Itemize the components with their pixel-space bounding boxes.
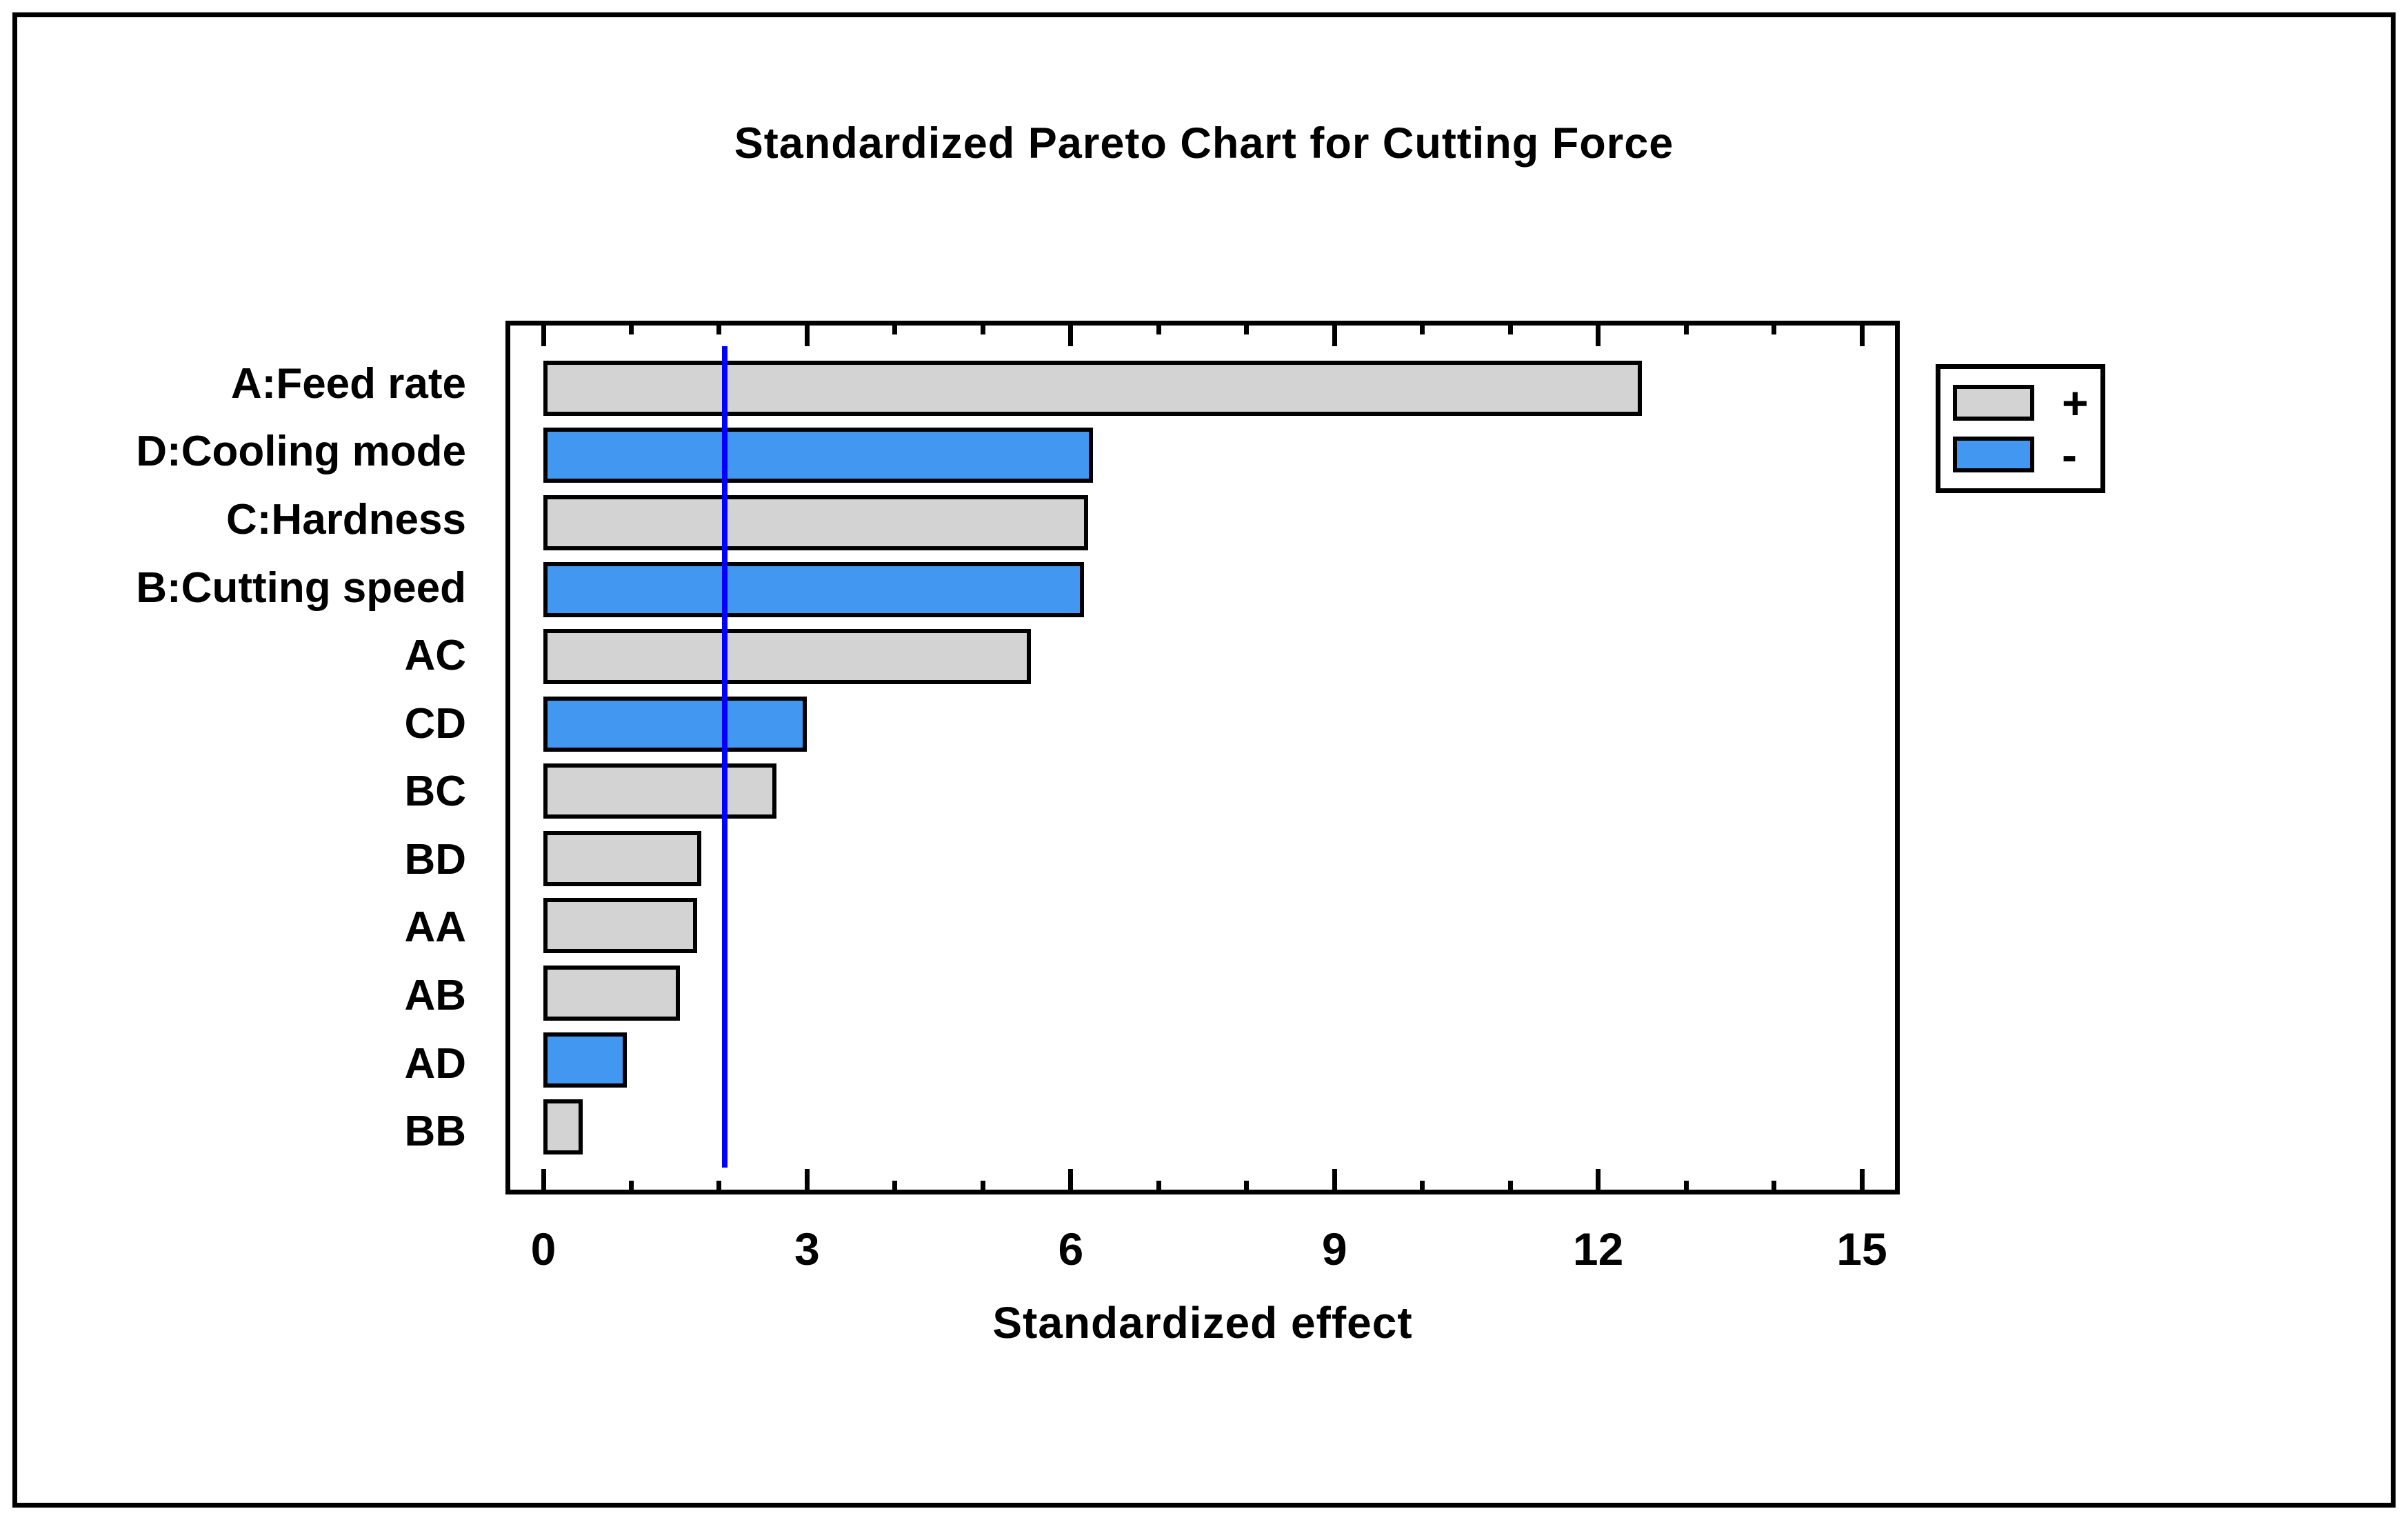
major-tick [1068,1169,1074,1190]
x-tick-label: 0 [530,1223,556,1274]
minor-tick [1420,1181,1425,1190]
x-tick-label: 3 [794,1223,820,1274]
minor-tick [1244,326,1250,334]
minor-tick [1156,1181,1161,1190]
category-label: BD [404,835,466,883]
category-label: CD [404,699,466,748]
minor-tick [1772,1181,1777,1190]
major-tick [1859,326,1865,346]
category-label: BC [404,768,466,816]
major-tick [1332,1169,1337,1190]
legend-item: + [1940,377,2100,428]
major-tick [1332,326,1337,346]
bar-row [543,758,1895,825]
plot-area [505,321,1900,1194]
plot-inner [510,326,1895,1190]
x-tick-label: 12 [1572,1223,1624,1274]
legend: + - [1936,364,2105,493]
effect-bar-d-cooling-mode [543,428,1093,483]
category-label: AD [404,1039,466,1088]
effect-bar-c-hardness [543,494,1089,550]
major-tick [804,326,810,346]
bars-layer [543,326,1895,1190]
effect-bar-a-feed-rate [543,360,1643,416]
legend-label: - [2062,429,2077,480]
minor-tick [1507,1181,1513,1190]
window-border [12,12,2396,1508]
effect-bar-bd [543,830,702,886]
effect-bar-cd [543,696,807,752]
minor-tick [628,326,634,334]
category-label: B:Cutting speed [136,563,466,612]
legend-item: - [1940,429,2100,480]
bar-row [543,556,1895,623]
x-tick-label: 9 [1321,1223,1347,1274]
bar-row [543,489,1895,556]
major-tick [1068,326,1074,346]
minor-tick [1507,326,1513,334]
minor-tick [716,1181,722,1190]
negative-swatch [1953,437,2034,472]
minor-tick [1683,326,1689,334]
effect-bar-aa [543,898,698,954]
significance-reference-line [721,346,728,1168]
bar-row [543,892,1895,959]
minor-tick [892,1181,898,1190]
minor-tick [980,1181,985,1190]
bar-row [543,1094,1895,1161]
x-tick-label: 15 [1836,1223,1887,1274]
bar-row [543,690,1895,757]
effect-bar-ad [543,1032,628,1088]
major-tick [541,1169,546,1190]
minor-tick [1156,326,1161,334]
category-label: AC [404,632,466,680]
bar-row [543,623,1895,690]
bar-row [543,1026,1895,1093]
category-label: C:Hardness [226,495,466,543]
minor-tick [1683,1181,1689,1190]
minor-tick [1420,326,1425,334]
bar-row [543,959,1895,1026]
effect-bar-bc [543,763,776,819]
legend-label: + [2062,377,2089,428]
effect-bar-ab [543,965,680,1021]
effect-bar-b-cutting-speed [543,561,1084,617]
category-label: AB [404,971,466,1019]
positive-swatch [1953,385,2034,421]
minor-tick [716,326,722,334]
category-label: D:Cooling mode [136,428,466,476]
major-tick [541,326,546,346]
minor-tick [892,326,898,334]
major-tick [1859,1169,1865,1190]
bar-row [543,825,1895,892]
major-tick [1596,326,1601,346]
minor-tick [980,326,985,334]
category-label: AA [404,903,466,952]
x-axis-tick-labels: 0 3 6 9 12 15 [510,1211,1895,1287]
category-labels-column: A:Feed rate D:Cooling mode C:Hardness B:Cut… [0,321,466,1194]
major-tick [1596,1169,1601,1190]
category-label: A:Feed rate [230,359,466,408]
minor-tick [1244,1181,1250,1190]
major-tick [804,1169,810,1190]
effect-bar-ac [543,629,1032,685]
chart-title: Standardized Pareto Chart for Cutting Fo… [734,119,1674,168]
x-tick-label: 6 [1058,1223,1084,1274]
minor-tick [1772,326,1777,334]
minor-tick [628,1181,634,1190]
bar-row [543,421,1895,488]
effect-bar-bb [543,1099,583,1155]
x-axis-title: Standardized effect [992,1298,1413,1348]
category-label: BB [404,1108,466,1156]
bar-row [543,354,1895,421]
